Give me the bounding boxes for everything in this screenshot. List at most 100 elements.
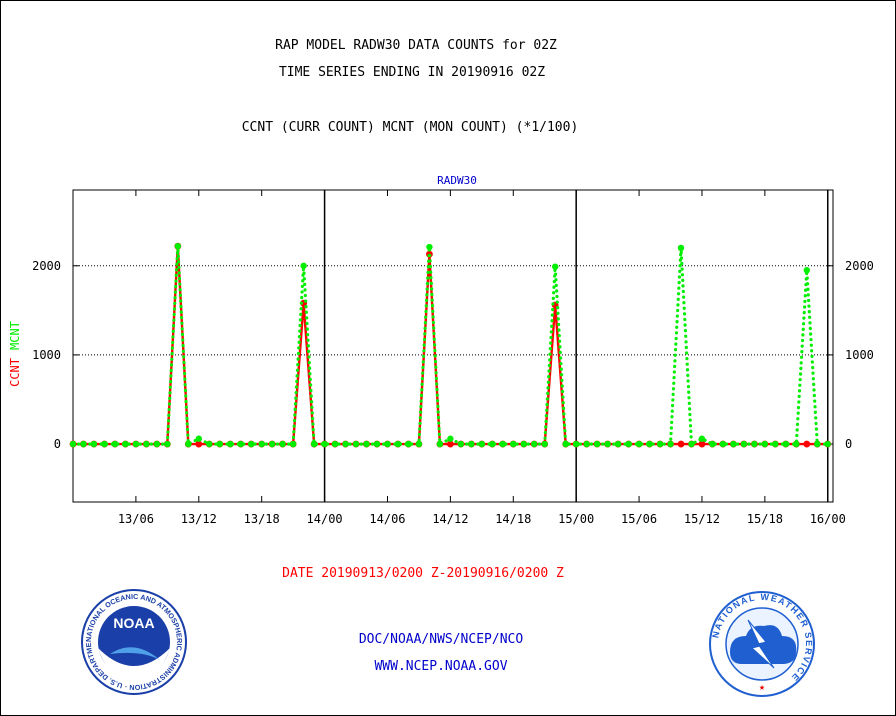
x-tick-label: 14/12 (432, 512, 468, 526)
data-point-mcnt (793, 440, 800, 448)
x-tick-label: 15/06 (621, 512, 657, 526)
data-point-mcnt (635, 440, 643, 448)
data-point-mcnt (646, 440, 653, 448)
data-point-mcnt (216, 440, 223, 448)
noaa-logo: NOAA NATIONAL OCEANIC AND ATMOSPHERIC AD… (80, 588, 187, 695)
data-point-mcnt (321, 440, 328, 448)
data-point-mcnt (90, 440, 98, 448)
org-path-link[interactable]: DOC/NOAA/NWS/NCEP/NCO (358, 632, 524, 647)
data-point-mcnt (740, 440, 748, 448)
chart-title: RADW30 (437, 174, 477, 187)
data-point-ccnt (803, 440, 811, 448)
series-line-ccnt (71, 245, 829, 446)
x-tick-label: 13/18 (244, 512, 280, 526)
data-point-mcnt (174, 242, 182, 250)
data-point-mcnt (698, 435, 706, 442)
plot-frame (72, 189, 834, 503)
data-point-mcnt (132, 440, 140, 448)
y-tick-label-right: 0 (845, 437, 852, 451)
data-point-mcnt (101, 440, 108, 448)
data-point-ccnt (446, 440, 454, 448)
data-point-mcnt (531, 440, 538, 448)
data-point-mcnt (520, 440, 527, 448)
data-point-mcnt (237, 440, 244, 448)
data-point-mcnt (625, 440, 632, 448)
data-point-mcnt (342, 440, 349, 448)
data-point-mcnt (164, 440, 171, 448)
data-point-mcnt (122, 440, 129, 448)
data-point-mcnt (80, 440, 87, 448)
data-point-mcnt (394, 440, 402, 448)
data-point-mcnt (677, 244, 685, 252)
data-point-mcnt (583, 440, 590, 448)
data-point-mcnt (279, 440, 286, 448)
svg-text:★: ★ (759, 682, 765, 693)
data-point-mcnt (300, 262, 307, 269)
data-point-mcnt (719, 440, 727, 448)
data-point-mcnt (541, 440, 548, 448)
data-point-mcnt (373, 440, 381, 448)
data-point-mcnt (478, 440, 486, 448)
x-tick-label: 14/00 (307, 512, 343, 526)
x-tick-label: 15/18 (747, 512, 783, 526)
data-point-mcnt (772, 440, 779, 448)
data-point-mcnt (709, 440, 716, 448)
data-point-mcnt (143, 440, 150, 448)
data-point-mcnt (415, 440, 423, 448)
data-point-mcnt (457, 440, 465, 448)
y-tick-label-left: 0 (54, 437, 61, 451)
x-tick-label: 15/00 (558, 512, 594, 526)
data-point-ccnt (698, 440, 706, 448)
data-point-mcnt (688, 440, 695, 448)
data-point-mcnt (111, 440, 119, 448)
data-point-mcnt (751, 440, 758, 448)
data-point-mcnt (499, 440, 506, 448)
data-point-mcnt (468, 440, 475, 448)
x-tick-label: 16/00 (810, 512, 846, 526)
data-point-mcnt (436, 440, 444, 448)
data-point-mcnt (227, 440, 234, 448)
data-point-mcnt (258, 440, 265, 448)
data-point-mcnt (195, 435, 202, 442)
data-point-mcnt (761, 440, 769, 448)
data-point-mcnt (363, 440, 370, 448)
data-point-mcnt (310, 440, 318, 448)
data-point-mcnt (572, 440, 580, 448)
nws-logo: ★ NATIONAL WEATHER SERVICE (709, 591, 815, 697)
data-point-mcnt (562, 440, 569, 448)
data-point-mcnt (814, 440, 821, 448)
data-point-mcnt (510, 440, 517, 448)
data-point-ccnt (677, 440, 685, 448)
data-point-mcnt (803, 267, 810, 274)
x-tick-label: 14/06 (369, 512, 405, 526)
data-point-mcnt (604, 440, 611, 448)
y-tick-label-right: 1000 (845, 348, 874, 362)
data-point-mcnt (289, 440, 297, 448)
data-point-mcnt (489, 440, 496, 448)
data-point-mcnt (153, 440, 161, 448)
data-point-mcnt (593, 440, 601, 448)
date-range-label: DATE 20190913/0200 Z-20190916/0200 Z (282, 566, 564, 581)
data-point-mcnt (331, 440, 339, 448)
x-tick-label: 13/06 (118, 512, 154, 526)
data-point-mcnt (352, 440, 360, 448)
data-point-mcnt (552, 263, 559, 270)
data-point-mcnt (426, 243, 433, 251)
header-title-line2: TIME SERIES ENDING IN 20190916 02Z (278, 65, 546, 80)
data-point-mcnt (656, 440, 664, 448)
data-point-mcnt (384, 440, 391, 448)
data-point-mcnt (69, 440, 77, 448)
y-tick-label-left: 2000 (32, 259, 61, 273)
header-title-line1: RAP MODEL RADW30 DATA COUNTS for 02Z (275, 38, 557, 53)
website-link[interactable]: WWW.NCEP.NOAA.GOV (374, 659, 508, 674)
data-point-mcnt (405, 440, 412, 448)
y-axis-label-ccnt: CCNT (8, 358, 22, 387)
data-point-mcnt (824, 440, 831, 448)
noaa-logo-text: NOAA (113, 615, 154, 631)
data-point-mcnt (614, 440, 622, 448)
data-point-mcnt (782, 440, 790, 448)
x-tick-label: 14/18 (495, 512, 531, 526)
x-tick-label: 15/12 (684, 512, 720, 526)
data-point-ccnt (195, 440, 203, 448)
